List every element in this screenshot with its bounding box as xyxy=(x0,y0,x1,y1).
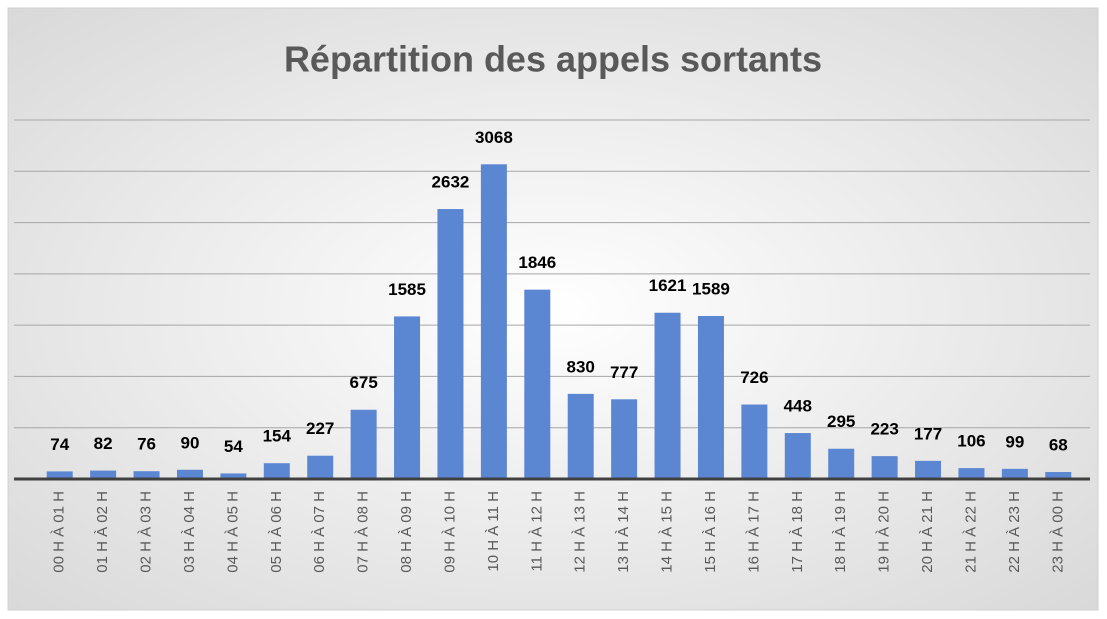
data-label: 76 xyxy=(137,435,156,454)
data-label: 68 xyxy=(1049,436,1068,455)
bar xyxy=(567,393,594,479)
bar xyxy=(220,473,247,479)
data-label: 1589 xyxy=(692,279,730,298)
bar xyxy=(133,471,160,479)
bar xyxy=(307,455,334,479)
data-label: 1846 xyxy=(518,253,556,272)
data-label: 448 xyxy=(784,397,812,416)
bar xyxy=(176,469,203,479)
x-tick-label: 10 H À 11 H xyxy=(485,491,502,572)
data-label: 2632 xyxy=(432,173,470,192)
bar xyxy=(1001,468,1028,479)
x-tick-label: 17 H À 18 H xyxy=(789,491,806,573)
chart-title: Répartition des appels sortants xyxy=(284,39,822,80)
bar xyxy=(263,463,290,479)
x-tick-label: 06 H À 07 H xyxy=(311,491,328,573)
bar xyxy=(1045,472,1072,479)
x-tick-label: 13 H À 14 H xyxy=(615,491,632,573)
bar xyxy=(958,468,985,479)
bar xyxy=(741,404,768,479)
data-label: 777 xyxy=(610,363,638,382)
data-label: 726 xyxy=(740,368,768,387)
bar xyxy=(784,433,811,479)
data-label: 1621 xyxy=(649,276,687,295)
bar xyxy=(437,209,464,480)
data-label: 227 xyxy=(306,419,334,438)
data-label: 295 xyxy=(827,412,855,431)
x-tick-label: 02 H À 03 H xyxy=(138,491,155,573)
x-tick-label: 09 H À 10 H xyxy=(441,491,458,573)
data-label: 223 xyxy=(870,420,898,439)
data-label: 90 xyxy=(180,433,199,452)
x-tick-label: 14 H À 15 H xyxy=(659,491,676,573)
data-label: 99 xyxy=(1005,432,1024,451)
data-label: 54 xyxy=(224,437,243,456)
bar xyxy=(46,471,73,479)
bar xyxy=(871,456,898,479)
x-tick-label: 15 H À 16 H xyxy=(702,491,719,573)
bar xyxy=(480,164,507,479)
data-label: 830 xyxy=(567,357,595,376)
bar xyxy=(611,399,638,479)
x-tick-label: 07 H À 08 H xyxy=(355,491,372,573)
data-label: 1585 xyxy=(388,280,426,299)
x-tick-label: 22 H À 23 H xyxy=(1006,491,1023,573)
x-tick-label: 08 H À 09 H xyxy=(398,491,415,573)
x-tick-label: 00 H À 01 H xyxy=(51,491,68,573)
data-label: 177 xyxy=(914,424,942,443)
data-label: 106 xyxy=(957,432,985,451)
bar xyxy=(697,316,724,479)
bar xyxy=(524,289,551,479)
x-tick-label: 20 H À 21 H xyxy=(919,491,936,573)
bar xyxy=(915,460,942,479)
x-tick-label: 23 H À 00 H xyxy=(1049,491,1066,573)
bar xyxy=(350,409,377,479)
x-tick-label: 18 H À 19 H xyxy=(832,491,849,573)
x-tick-label: 12 H À 13 H xyxy=(572,491,589,573)
bar xyxy=(828,448,855,479)
data-label: 154 xyxy=(263,427,292,446)
data-label: 3068 xyxy=(475,128,513,147)
bar xyxy=(394,316,421,479)
data-label: 82 xyxy=(94,434,113,453)
x-tick-label: 19 H À 20 H xyxy=(876,491,893,573)
data-label: 675 xyxy=(349,373,377,392)
x-tick-label: 03 H À 04 H xyxy=(181,491,198,573)
data-label: 74 xyxy=(50,435,69,454)
x-tick-label: 04 H À 05 H xyxy=(224,491,241,573)
bar xyxy=(654,312,681,479)
x-tick-label: 01 H À 02 H xyxy=(94,491,111,573)
x-tick-label: 11 H À 12 H xyxy=(528,491,545,572)
bar xyxy=(90,470,117,479)
x-tick-label: 21 H À 22 H xyxy=(962,491,979,573)
chart-background xyxy=(7,7,1099,611)
x-tick-label: 16 H À 17 H xyxy=(745,491,762,573)
x-tick-label: 05 H À 06 H xyxy=(268,491,285,573)
